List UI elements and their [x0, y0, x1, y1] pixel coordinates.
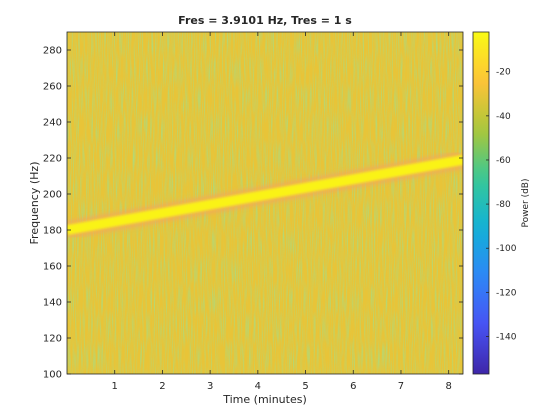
- x-axis-label: Time (minutes): [222, 393, 307, 406]
- y-tick-label: 140: [43, 298, 62, 309]
- x-tick-label: 5: [302, 381, 308, 392]
- colorbar: [472, 31, 490, 375]
- x-tick-label: 4: [255, 381, 261, 392]
- colorbar-tick-label: -100: [496, 244, 517, 254]
- y-tick-label: 280: [43, 46, 62, 57]
- y-tick-label: 220: [43, 154, 62, 165]
- y-tick-label: 260: [43, 82, 62, 93]
- x-tick-label: 7: [398, 381, 404, 392]
- plot-area: [67, 32, 463, 374]
- y-tick-label: 120: [43, 334, 62, 345]
- x-axis-ticks: 1 2 3 4 5 6 7 8: [112, 32, 452, 392]
- chart-title: Fres = 3.9101 Hz, Tres = 1 s: [178, 14, 352, 27]
- spectrogram-signals: [67, 150, 463, 239]
- x-tick-label: 2: [159, 381, 165, 392]
- colorbar-tick-label: -140: [496, 332, 517, 342]
- plot-frame: [66, 31, 464, 375]
- colorbar-tick-label: -60: [496, 156, 511, 166]
- y-tick-label: 180: [43, 226, 62, 237]
- colorbar-label: Power (dB): [521, 179, 531, 228]
- x-tick-label: 3: [207, 381, 213, 392]
- y-tick-label: 160: [43, 262, 62, 273]
- colorbar-ticks: -140 -120 -100 -80 -60 -40 -20: [486, 68, 517, 342]
- x-tick-label: 6: [350, 381, 356, 392]
- chirp-signal: [67, 154, 463, 235]
- y-axis-ticks: 100 120 140 160 180 200 220 240 260 280: [43, 46, 463, 381]
- y-tick-label: 200: [43, 190, 62, 201]
- colorbar-tick-label: -80: [496, 200, 511, 210]
- y-tick-label: 240: [43, 118, 62, 129]
- colorbar-tick-label: -120: [496, 288, 517, 298]
- x-tick-label: 1: [112, 381, 118, 392]
- x-tick-label: 8: [445, 381, 451, 392]
- y-axis-label: Frequency (Hz): [28, 162, 41, 245]
- y-tick-label: 100: [43, 370, 62, 381]
- colorbar-tick-label: -40: [496, 112, 511, 122]
- colorbar-tick-label: -20: [496, 68, 511, 78]
